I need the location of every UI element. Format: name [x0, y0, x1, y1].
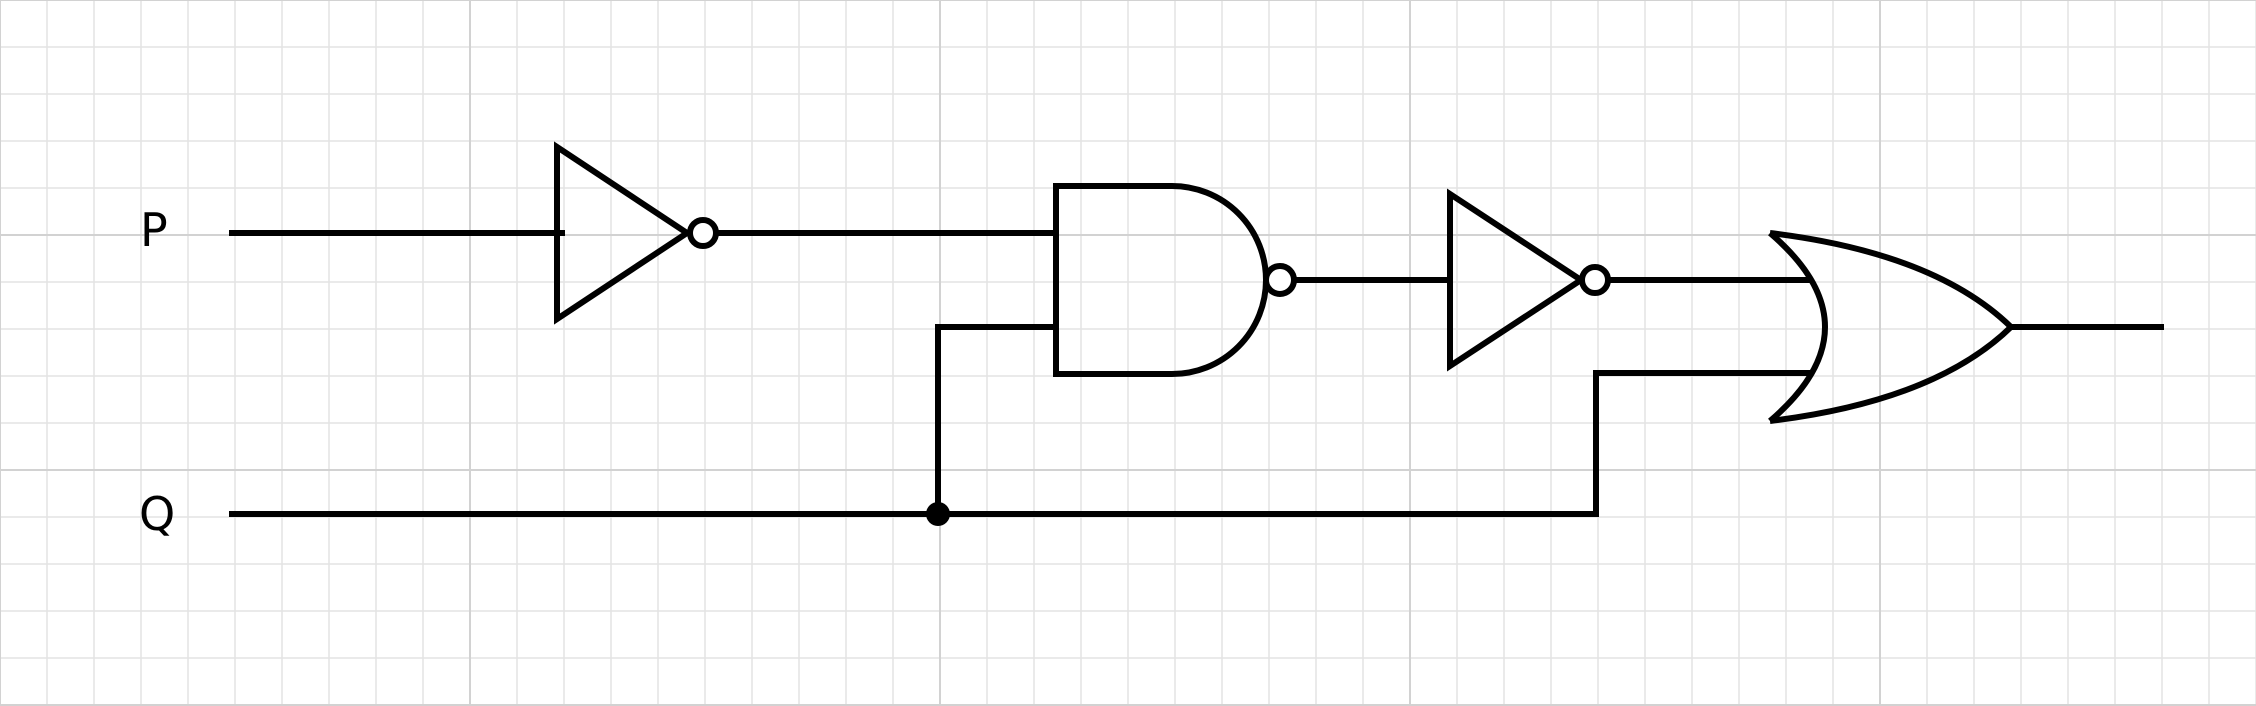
or-gate: [1768, 230, 2016, 424]
not-gate-1: [554, 141, 719, 325]
not-gate-2-body: [1447, 188, 1587, 372]
wires: [229, 230, 2164, 517]
junction-dot: [926, 502, 950, 526]
wire-q-to-nand: [935, 324, 1056, 514]
input-label-q: Q: [139, 487, 175, 541]
or-gate-back-curve: [1768, 230, 1828, 424]
or-gate-body: [1769, 230, 2016, 424]
not-gate-2-bubble: [1579, 264, 1611, 296]
input-label-p: P: [140, 203, 168, 257]
nand-gate: [1053, 183, 1297, 377]
wire-q-to-or: [229, 370, 1810, 517]
not-gate-2: [1447, 188, 1611, 372]
not-gate-1-bubble: [687, 217, 719, 249]
nand-gate-bubble: [1263, 263, 1297, 297]
not-gate-1-body: [554, 141, 693, 325]
